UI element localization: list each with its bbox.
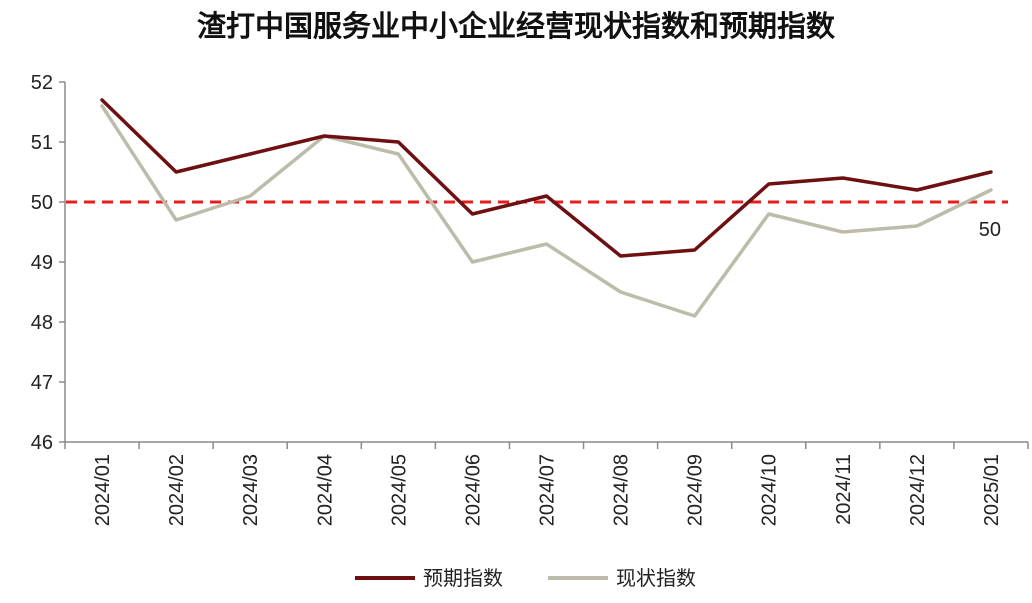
series-line-1 [100,104,993,318]
x-tick-label: 2024/08 [611,454,633,526]
series-line-0 [100,98,993,258]
x-tick-label: 2024/10 [759,454,781,526]
y-tick-label: 52 [31,72,53,94]
x-tick-label: 2024/05 [388,454,410,526]
y-tick-label: 47 [31,372,53,394]
x-tick-label: 2024/11 [833,454,855,525]
y-tick-label: 49 [31,252,53,274]
y-tick-label: 46 [31,432,53,454]
legend: 预期指数 现状指数 [355,566,696,590]
x-tick-label: 2024/06 [462,454,484,526]
x-tick-label: 2024/09 [685,454,707,526]
legend-label-0: 预期指数 [423,566,503,590]
reference-line-group: 50 [66,200,1008,241]
x-tick-label: 2024/02 [166,454,188,526]
legend-label-1: 现状指数 [616,566,696,590]
reference-line-label: 50 [979,219,1001,241]
x-tick-label: 2024/01 [92,454,114,526]
axes: 46 47 48 49 50 51 52 2024/01 2024/02 2024/03 2024/… [31,72,1029,526]
x-tick-label: 2024/12 [907,454,929,526]
x-tick-label: 2025/01 [981,454,1003,526]
x-tick-label: 2024/04 [314,454,336,526]
x-tick-label: 2024/03 [240,454,262,526]
y-tick-label: 48 [31,312,53,334]
chart-title: 渣打中国服务业中小企业经营现状指数和预期指数 [197,9,836,43]
y-tick-label: 50 [31,192,53,214]
series-group [100,98,993,318]
y-tick-label: 51 [31,132,53,154]
x-tick-label: 2024/07 [537,454,559,526]
